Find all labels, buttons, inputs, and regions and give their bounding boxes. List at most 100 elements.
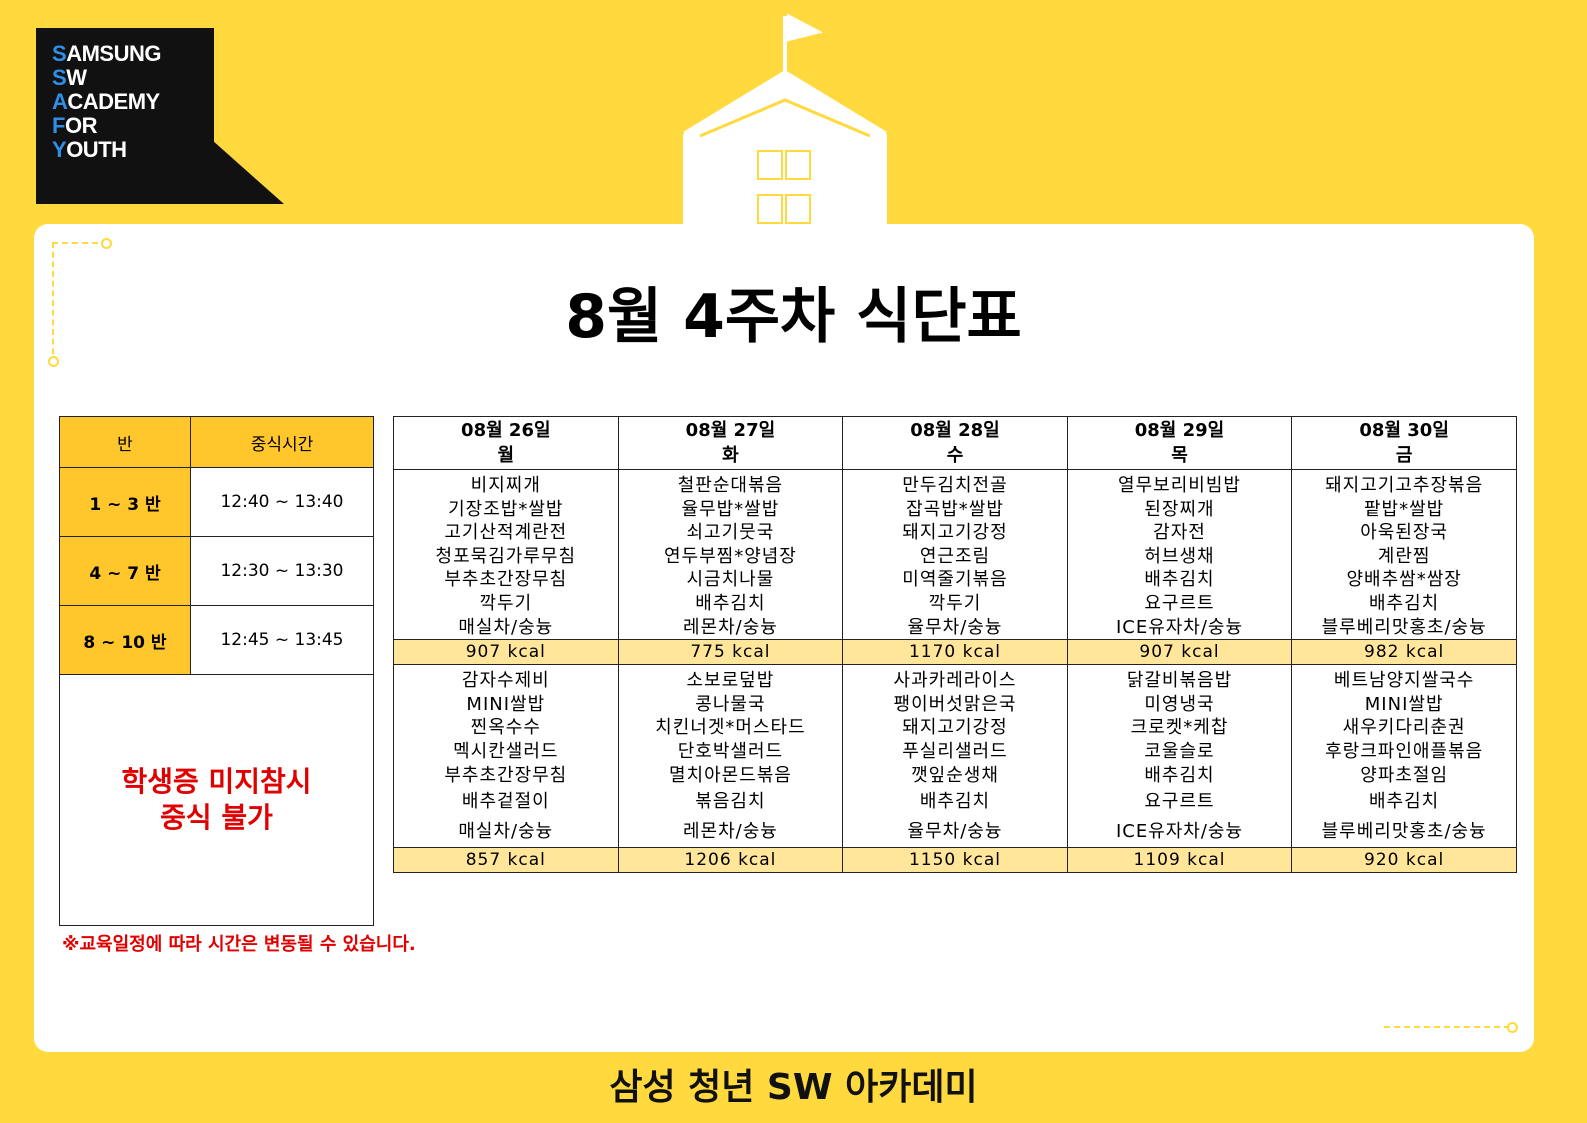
logo-line: FOR: [52, 113, 97, 138]
menu-item: 볶음김치: [695, 791, 766, 813]
menu-item: 크로켓*케찹: [1130, 717, 1229, 739]
menu-row-2: 감자수제비 MINI쌀밥 찐옥수수 멕시칸샐러드 부추초간장무침 배추겉절이 매실차/숭늉 소…: [393, 664, 1517, 849]
menu-item: 양배추쌈*쌈장: [1346, 569, 1462, 591]
logo-tail-shape: [212, 140, 284, 204]
table-header-row: 반 중식시간: [59, 416, 374, 468]
flagpole: [783, 16, 787, 72]
logo-line: SAMSUNG: [52, 41, 161, 66]
menu-item: 레몬차/숭늉: [682, 616, 778, 638]
menu-item: 감자수제비: [461, 670, 550, 692]
table-row: 1 ~ 3 반 12:40 ~ 13:40: [59, 467, 374, 537]
dashed-decoration: [1384, 1026, 1510, 1028]
day-date: 08월 26일: [461, 420, 551, 441]
header-class: 반: [59, 416, 191, 468]
menu-item: 고기산적계란전: [444, 522, 568, 544]
menu-item: 블루베리맛홍초/숭늉: [1321, 821, 1487, 843]
logo-line: ACADEMY: [52, 89, 160, 114]
menu-item: 요구르트: [1144, 791, 1215, 813]
menu-item: 블루베리맛홍초/숭늉: [1321, 616, 1487, 638]
menu-item: 깻잎순생채: [911, 764, 999, 786]
lunch-schedule-table: 반 중식시간 1 ~ 3 반 12:40 ~ 13:40 4 ~ 7 반 12:…: [59, 416, 374, 926]
menu-item: 미영냉국: [1144, 693, 1215, 715]
class-range: 1 ~ 3 반: [59, 467, 191, 537]
kcal-value: 907 kcal: [1066, 639, 1293, 666]
menu-item: 레몬차/숭늉: [682, 821, 778, 843]
menu-item: 기장조밥*쌀밥: [448, 498, 564, 520]
notice-line: 중식 불가: [160, 801, 273, 834]
menu-item: 청포묵김가루무침: [435, 545, 577, 567]
menu-item: 단호박샐러드: [677, 740, 784, 762]
lunch-menu-a: 철판순대볶음 율무밥*쌀밥 쇠고기뭇국 연두부찜*양념장 시금치나물 배추김치 레몬차/숭늉: [617, 468, 844, 641]
menu-item: 팥밥*쌀밥: [1364, 498, 1445, 520]
day-date: 08월 30일: [1359, 420, 1449, 441]
day-date: 08월 28일: [910, 420, 1000, 441]
menu-item: 부추초간장무침: [444, 569, 568, 591]
lunch-menu-a: 열무보리비빔밥 된장찌개 감자전 허브생채 배추김치 요구르트 ICE유자차/숭늉: [1066, 468, 1293, 641]
kcal-value: 982 kcal: [1291, 639, 1517, 666]
lunch-time: 12:45 ~ 13:45: [190, 605, 374, 675]
day-weekday: 월: [497, 445, 515, 466]
kcal-value: 1170 kcal: [842, 639, 1068, 666]
header-lunch-time: 중식시간: [190, 416, 374, 468]
menu-item: 매실차/숭늉: [458, 821, 554, 843]
lunch-time: 12:40 ~ 13:40: [190, 467, 374, 537]
page-title: 8월 4주차 식단표: [565, 282, 1022, 352]
menu-item: 배추겉절이: [461, 791, 550, 813]
menu-item: 철판순대볶음: [677, 475, 784, 496]
notice-row: 학생증 미지참시 중식 불가: [59, 674, 374, 926]
menu-item: 계란찜: [1377, 545, 1431, 567]
logo-line: SW: [52, 65, 87, 90]
day-weekday: 목: [1171, 445, 1188, 466]
kcal-value: 775 kcal: [617, 639, 844, 666]
lunch-menu-b: 베트남양지쌀국수 MINI쌀밥 새우키다리춘권 후랑크파인애플볶음 양파초절임 배추김치 블…: [1291, 664, 1517, 849]
menu-item: 아욱된장국: [1360, 522, 1449, 544]
day-date: 08월 29일: [1134, 420, 1225, 441]
menu-item: 배추김치: [695, 592, 766, 614]
menu-item: 연두부찜*양념장: [663, 545, 797, 567]
roof-outline: [700, 98, 870, 138]
weekly-menu-table: 08월 26일 월 08월 27일 화 08월 28일 수 08월 29일 목 08월 30일 금…: [393, 416, 1517, 874]
academy-logo: [36, 28, 214, 204]
menu-item: 된장찌개: [1144, 498, 1215, 520]
table-row: 4 ~ 7 반 12:30 ~ 13:30: [59, 536, 374, 606]
menu-item: 매실차/숭늉: [458, 616, 554, 638]
menu-item: 깍두기: [479, 592, 533, 614]
menu-item: 멕시칸샐러드: [453, 740, 559, 762]
notice-line: 학생증 미지참시: [121, 765, 312, 798]
dashed-decoration: [52, 242, 108, 364]
menu-item: 허브생채: [1144, 545, 1215, 567]
day-date: 08월 27일: [685, 420, 776, 441]
menu-item: MINI쌀밥: [466, 693, 546, 715]
class-range: 8 ~ 10 반: [59, 605, 191, 675]
dot-decoration: [1507, 1022, 1518, 1033]
menu-item: 돼지고기고추장볶음: [1325, 475, 1484, 496]
menu-item: 코울슬로: [1144, 740, 1215, 762]
kcal-value: 857 kcal: [393, 847, 619, 874]
menu-item: 치킨너겟*머스타드: [655, 717, 806, 739]
menu-row-1: 비지찌개 기장조밥*쌀밥 고기산적계란전 청포묵김가루무침 부추초간장무침 깍두기 매실차/…: [393, 468, 1517, 641]
day-header: 08월 30일 금: [1291, 416, 1517, 470]
lunch-menu-a: 만두김치전골 잡곡밥*쌀밥 돼지고기강정 연근조림 미역줄기볶음 깍두기 율무차/숭늉: [842, 468, 1068, 641]
window-icon: [785, 150, 811, 180]
menu-item: 비지찌개: [470, 475, 541, 496]
menu-item: 연근조림: [919, 545, 991, 567]
kcal-value: 1109 kcal: [1066, 847, 1293, 874]
menu-item: 부추초간장무침: [444, 764, 568, 786]
lunch-menu-b: 소보로덮밥 콩나물국 치킨너겟*머스타드 단호박샐러드 멸치아몬드볶음 볶음김치 레몬차/숭…: [617, 664, 844, 849]
day-header: 08월 28일 수: [842, 416, 1068, 470]
menu-item: 배추김치: [1144, 569, 1215, 591]
menu-item: ICE유자차/숭늉: [1115, 616, 1244, 638]
dot-decoration: [48, 356, 59, 367]
menu-item: 잡곡밥*쌀밥: [906, 498, 1004, 520]
menu-item: 배추김치: [1369, 592, 1440, 614]
menu-item: 돼지고기강정: [902, 717, 1008, 739]
menu-item: 사과카레라이스: [893, 670, 1017, 692]
lunch-menu-b: 사과카레라이스 팽이버섯맑은국 돼지고기강정 푸실리샐러드 깻잎순생채 배추김치 율무차/숭…: [842, 664, 1068, 849]
menu-item: 율무밥*쌀밥: [681, 498, 780, 520]
kcal-value: 1150 kcal: [842, 847, 1068, 874]
brand-footer: 삼성 청년 SW 아카데미: [609, 1067, 978, 1108]
day-weekday: 화: [722, 445, 739, 466]
